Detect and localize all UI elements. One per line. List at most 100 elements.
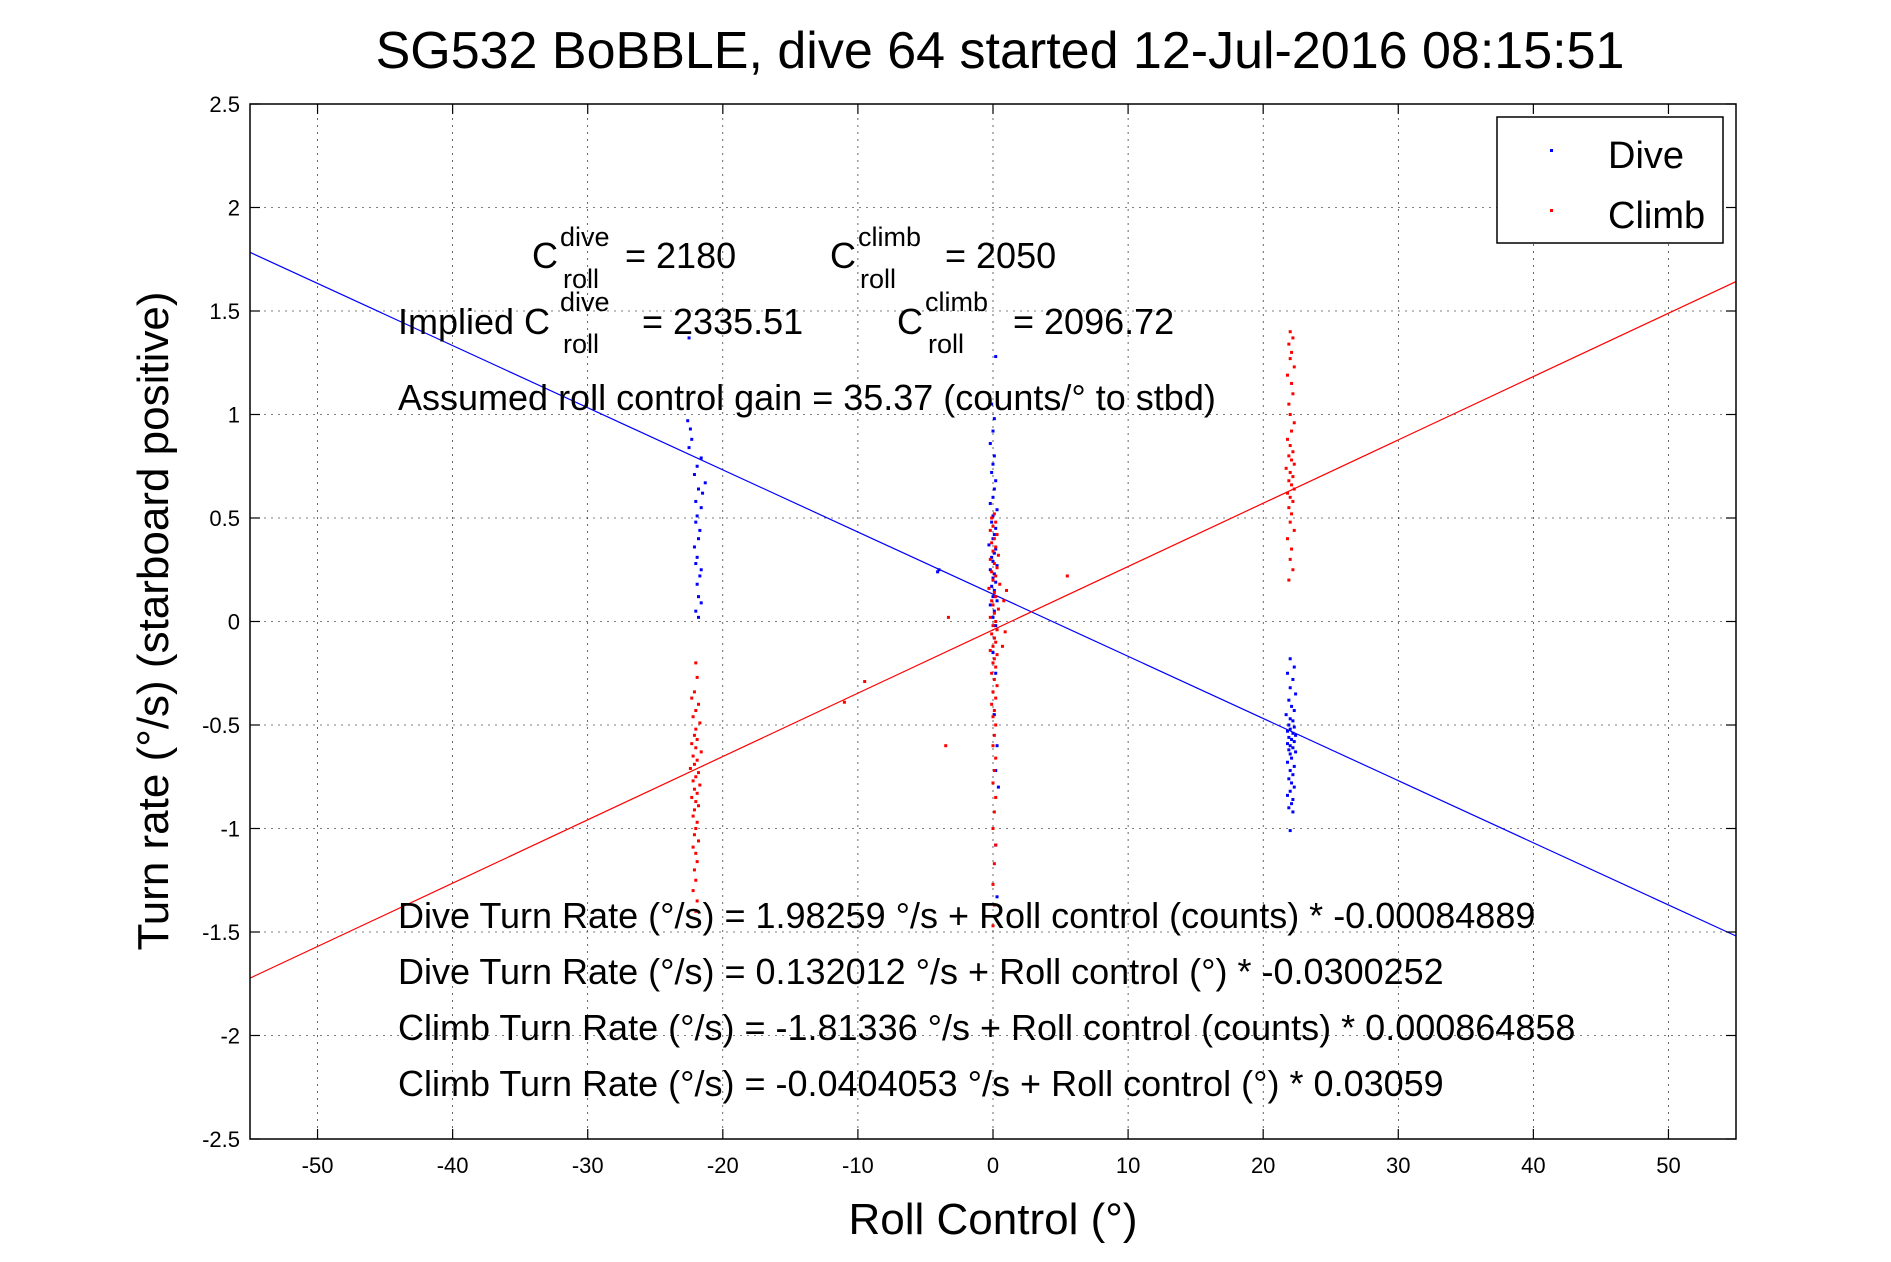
dive-point [994, 547, 998, 551]
dive-point [991, 576, 995, 580]
y-tick-label: 2 [228, 196, 240, 221]
dive-point [991, 462, 995, 466]
dive-point [994, 355, 998, 359]
climb-point [1285, 537, 1289, 541]
dive-point [1291, 810, 1295, 814]
dive-point [692, 545, 696, 549]
climb-point [690, 696, 694, 700]
climb-point [992, 512, 996, 516]
climb-point [692, 833, 696, 837]
climb-point [994, 545, 998, 549]
dive-point [988, 502, 992, 506]
dive-point [1290, 737, 1294, 741]
axis-ticks [250, 103, 1736, 1140]
y-tick-label: -1.5 [202, 920, 240, 945]
dive-point [695, 464, 699, 468]
dive-point [687, 336, 691, 340]
legend-dive-label: Dive [1608, 135, 1684, 177]
climb-point [988, 557, 992, 561]
climb-point [987, 586, 991, 590]
climb-point [697, 702, 701, 706]
dive-point [995, 508, 999, 512]
climb-point [1285, 437, 1289, 441]
dive-point [1288, 727, 1292, 731]
dive-point [1285, 760, 1289, 764]
dive-point [991, 559, 995, 563]
climb-point [694, 746, 698, 750]
climb-point [699, 750, 703, 754]
dive-point [1291, 677, 1295, 681]
climb-point [688, 766, 692, 770]
climb-point [1288, 444, 1292, 448]
y-tick-label: -0.5 [202, 713, 240, 738]
x-tick-label: 0 [987, 1153, 999, 1178]
x-axis-label: Roll Control (°) [849, 1195, 1138, 1244]
climb-point [990, 570, 994, 574]
y-axis-label: Turn rate (°/s) (starboard positive) [129, 291, 178, 950]
climb-point [1290, 483, 1294, 487]
climb-point [1292, 487, 1296, 491]
climb-point [992, 709, 996, 713]
dive-point [992, 551, 996, 555]
climb-point [695, 820, 699, 824]
climb-point [694, 775, 698, 779]
x-tick-label: -30 [572, 1153, 604, 1178]
dive-point [988, 568, 992, 572]
dive-point [1288, 717, 1292, 721]
climb-point [991, 781, 995, 785]
climb-point [994, 595, 998, 599]
c-roll-dive-annotation: C dive roll = 2180 [532, 222, 736, 294]
dive-point [936, 570, 940, 574]
climb-point [944, 744, 948, 748]
climb-point [992, 562, 996, 566]
implied-c-roll-climb-annotation: C climb roll = 2096.72 [897, 287, 1174, 359]
climb-point [1285, 491, 1289, 495]
dive-point [1288, 657, 1292, 661]
climb-point [692, 787, 696, 791]
dive-point [990, 555, 994, 559]
svg-text:dive: dive [560, 222, 610, 252]
y-tick-label: 1.5 [209, 299, 240, 324]
climb-point [1291, 450, 1295, 454]
dive-point [990, 402, 994, 406]
climb-point [1000, 644, 1004, 648]
dive-point [1292, 665, 1296, 669]
svg-text:Implied C: Implied C [398, 301, 550, 342]
climb-point [694, 727, 698, 731]
dive-point [994, 580, 998, 584]
climb-point [692, 733, 696, 737]
dive-point [992, 609, 996, 613]
dive-point [991, 495, 995, 499]
dive-point [1294, 733, 1298, 737]
climb-point [994, 640, 998, 644]
climb-point [994, 723, 998, 727]
climb-point [1288, 413, 1292, 416]
x-tick-label: -50 [302, 1153, 334, 1178]
y-tick-label: 0.5 [209, 506, 240, 531]
dive-point [1285, 793, 1289, 797]
climb-point [1290, 547, 1294, 551]
y-tick-label: 2.5 [209, 92, 240, 117]
dive-point [992, 417, 996, 421]
climb-point [863, 680, 867, 684]
climb-point [1291, 568, 1295, 572]
climb-point [992, 769, 996, 773]
climb-point [992, 591, 996, 595]
dive-point [695, 582, 699, 586]
svg-text:= 2180: = 2180 [625, 235, 736, 276]
dive-point [694, 520, 698, 524]
climb-point [695, 791, 699, 795]
climb-point [991, 624, 995, 628]
dive-point [698, 574, 702, 578]
climb-point [992, 862, 996, 866]
x-tick-label: -20 [707, 1153, 739, 1178]
climb-point [988, 528, 992, 532]
dive-point [692, 473, 696, 477]
climb-point [691, 889, 695, 893]
climb-point [991, 744, 995, 748]
climb-fit-line [249, 281, 1737, 979]
legend-box [1496, 116, 1724, 244]
climb-point [991, 924, 995, 928]
climb-point [1287, 342, 1291, 346]
